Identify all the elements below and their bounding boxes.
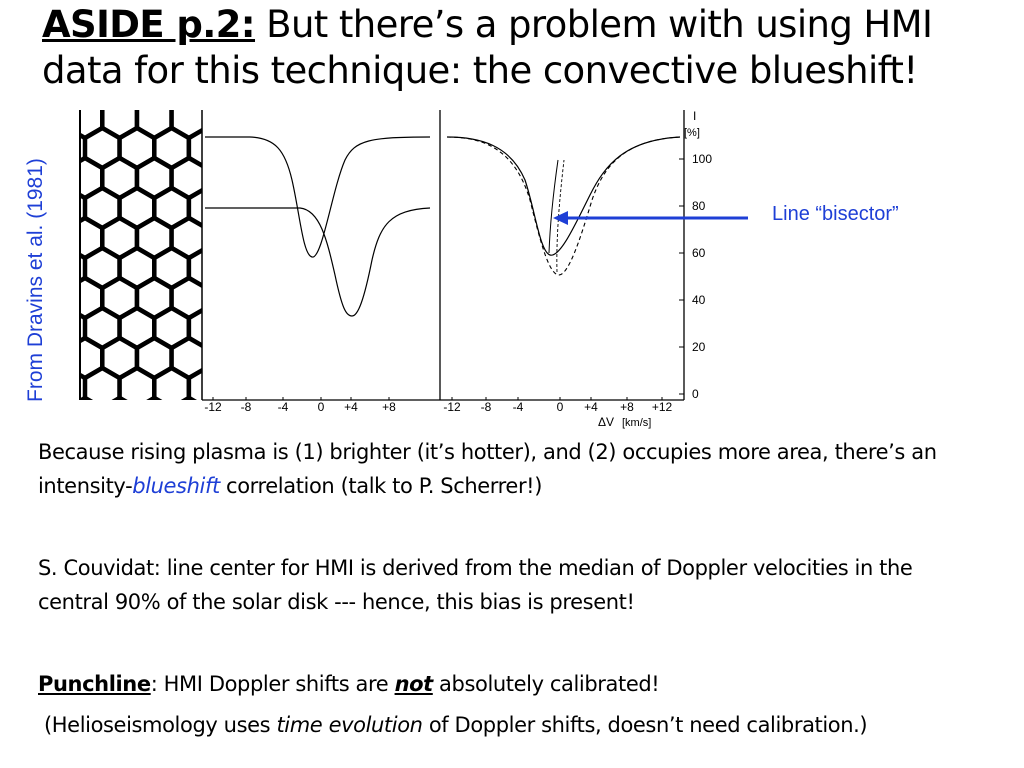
x-tick-label-right: -8 — [481, 400, 492, 414]
x-axis-label: ΔV — [598, 415, 614, 429]
paragraph-blueshift: Because rising plasma is (1) brighter (i… — [38, 435, 988, 503]
x-tick-label-left: +8 — [382, 400, 396, 414]
y-axis-unit: [%] — [684, 127, 700, 139]
granule-cell — [206, 98, 241, 138]
bisector-curve-2 — [556, 159, 565, 273]
bisector-annotation: Line “bisector” — [772, 203, 899, 225]
granule-cell — [85, 428, 120, 430]
x-tick-label-right: +12 — [652, 400, 673, 414]
y-axis-title: I — [693, 109, 696, 123]
granule-cell — [146, 395, 163, 400]
granule-cell — [186, 127, 202, 169]
granule-cell — [186, 367, 202, 400]
y-tick-label: 100 — [692, 152, 712, 166]
granule-cell — [186, 307, 202, 349]
granulation-hexagon-pattern — [80, 98, 259, 430]
x-tick-label-right: +8 — [620, 400, 634, 414]
granule-cell — [224, 428, 259, 430]
granule-cell — [206, 338, 241, 378]
granule-cell — [180, 395, 197, 400]
granule-cell — [206, 218, 241, 258]
p1-text-b: correlation (talk to P. Scherrer!) — [219, 474, 542, 498]
granule-cell — [189, 428, 224, 430]
slide-title: ASIDE p.2: But there’s a problem with us… — [42, 2, 1002, 94]
left-profile-deep — [205, 207, 431, 317]
y-tick-label: 80 — [692, 199, 706, 213]
granule-cell — [224, 128, 259, 168]
p4-text-b: of Doppler shifts, doesn’t need calibrat… — [422, 713, 868, 737]
granule-cell — [206, 278, 241, 318]
x-tick-label-right: -4 — [513, 400, 524, 414]
granule-cell — [186, 187, 202, 229]
p3-text-b: absolutely calibrated! — [432, 672, 660, 696]
p3-not-word: not — [394, 672, 434, 696]
punchline-label: Punchline — [38, 672, 151, 696]
granule-cell — [117, 365, 157, 400]
x-tick-label-left: +4 — [344, 400, 358, 414]
title-aside-label: ASIDE p.2: — [42, 3, 256, 46]
x-tick-label-left: 0 — [318, 400, 325, 414]
x-tick-label-left: -8 — [241, 400, 252, 414]
x-tick-label-right: +4 — [584, 400, 598, 414]
title-line1-rest: But there’s a problem with using HMI — [255, 3, 933, 46]
x-tick-label-right: 0 — [557, 400, 564, 414]
paragraph-helioseismology: (Helioseismology uses time evolution of … — [44, 708, 994, 742]
p4-time-evolution: time evolution — [276, 713, 423, 737]
y-tick-label: 0 — [692, 387, 699, 401]
p4-text-a: (Helioseismology uses — [44, 713, 277, 737]
x-tick-label-right: -12 — [443, 400, 461, 414]
y-tick-label: 20 — [692, 340, 706, 354]
x-tick-label-left: -4 — [278, 400, 289, 414]
x-tick-label-left: -12 — [204, 400, 222, 414]
p3-text-a: : HMI Doppler shifts are — [150, 672, 395, 696]
granule-cell — [154, 428, 189, 430]
p1-text-a: Because rising plasma is (1) brighter (i… — [38, 440, 937, 498]
granule-cell — [80, 395, 93, 400]
dravins-figure: 100 80 60 40 20 0 -12 -8 -4 0 +4 +8 -12 -8 -4 0 +4 +8 +12… — [79, 98, 748, 430]
granule-cell — [224, 248, 259, 288]
y-tick-label: 60 — [692, 246, 706, 260]
y-tick-label: 40 — [692, 293, 706, 307]
granule-cell — [120, 428, 155, 430]
p1-blueshift-word: blueshift — [132, 474, 220, 498]
bisector-arrow-head — [553, 211, 568, 225]
granule-cell — [186, 247, 202, 289]
granule-cell — [206, 158, 241, 198]
paragraph-couvidat: S. Couvidat: line center for HMI is deri… — [38, 556, 913, 614]
x-axis-unit: [km/s] — [622, 417, 651, 429]
granule-cell — [224, 308, 259, 348]
bisector-curve-1 — [548, 159, 559, 254]
right-profile-solid — [446, 136, 681, 256]
granule-cell — [152, 365, 192, 400]
paragraph-punchline: Punchline: HMI Doppler shifts are not ab… — [38, 667, 988, 701]
granule-cell — [111, 395, 128, 400]
left-profile-shallow — [205, 136, 431, 258]
right-profile-dashed — [446, 136, 681, 276]
granule-cell — [82, 365, 122, 400]
title-line2: data for this technique: the convective … — [42, 49, 918, 92]
